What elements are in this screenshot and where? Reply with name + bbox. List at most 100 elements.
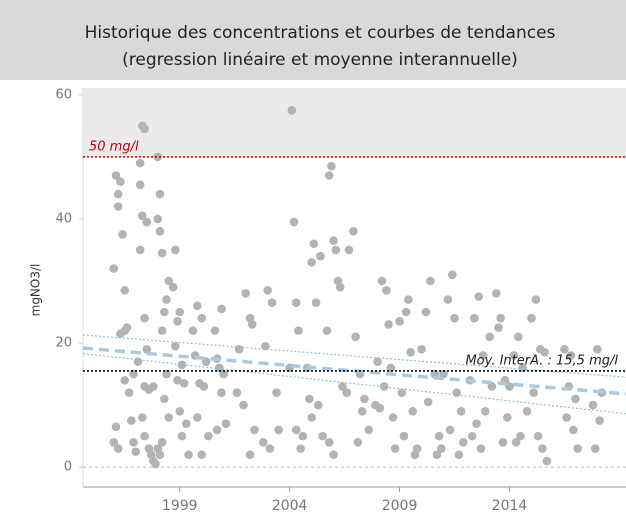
data-point: [566, 351, 576, 360]
data-point: [263, 285, 272, 295]
data-point: [291, 298, 301, 308]
data-point: [459, 438, 468, 447]
data-point: [135, 158, 145, 168]
data-point: [267, 298, 277, 308]
data-point: [140, 124, 149, 134]
data-point: [513, 332, 523, 342]
data-point: [111, 422, 121, 432]
data-point: [593, 344, 602, 354]
data-point: [595, 416, 604, 425]
data-point: [485, 332, 495, 342]
data-point: [131, 447, 141, 456]
data-point: [232, 388, 242, 397]
data-point: [437, 444, 446, 453]
data-point: [120, 285, 130, 295]
data-point: [432, 450, 442, 460]
data-point: [197, 313, 207, 323]
data-point: [375, 403, 385, 413]
data-point: [491, 289, 501, 298]
data-point: [217, 304, 226, 314]
data-point: [157, 326, 167, 335]
chart-subtitle: (regression linéaire et moyenne interann…: [122, 50, 518, 70]
data-point: [357, 406, 367, 416]
y-axis-label: mgNO3/l: [29, 264, 43, 317]
data-point: [173, 375, 182, 385]
data-point: [353, 438, 363, 447]
data-point: [184, 450, 193, 460]
data-point: [135, 180, 145, 190]
data-point: [149, 382, 158, 391]
data-point: [142, 344, 152, 354]
data-point: [439, 369, 448, 379]
data-point: [265, 444, 275, 453]
data-point: [364, 425, 374, 435]
data-point: [522, 406, 532, 416]
data-point: [129, 369, 138, 379]
data-point: [171, 245, 180, 255]
data-point: [388, 413, 398, 422]
data-point: [316, 251, 325, 261]
data-point: [335, 282, 345, 292]
data-point: [153, 214, 163, 224]
data-point: [448, 270, 457, 280]
data-point: [234, 344, 244, 354]
data-point: [318, 431, 327, 441]
data-point: [452, 388, 462, 397]
data-point: [155, 227, 165, 236]
trend-line: [82, 352, 626, 415]
data-point: [217, 388, 226, 397]
trend-line: [82, 334, 626, 378]
data-point: [113, 189, 123, 199]
data-point: [111, 171, 121, 180]
data-point: [531, 295, 541, 304]
data-point: [349, 227, 358, 236]
data-point: [204, 431, 213, 441]
data-point: [274, 425, 283, 435]
data-point: [309, 239, 319, 249]
data-point: [241, 289, 250, 298]
data-point: [417, 344, 426, 354]
data-point: [529, 388, 538, 397]
data-point: [498, 438, 508, 447]
data-point: [151, 459, 160, 469]
reference-label: Moy. InterA. : 15,5 mg/l: [465, 353, 618, 368]
data-point: [197, 450, 207, 460]
x-tick-label: 2014: [492, 498, 528, 514]
data-point: [377, 276, 387, 286]
data-point: [327, 161, 336, 171]
data-point: [160, 307, 169, 317]
data-point: [177, 360, 187, 370]
data-point: [245, 450, 255, 460]
x-tick-label: 2009: [382, 498, 418, 514]
data-point: [351, 332, 360, 342]
data-point: [179, 379, 189, 388]
data-point: [291, 425, 301, 435]
x-tick-label: 2004: [272, 498, 308, 514]
data-point: [331, 245, 341, 255]
data-point: [518, 363, 527, 373]
data-point: [406, 348, 415, 357]
data-point: [344, 245, 354, 255]
data-point: [456, 406, 466, 416]
title-band: [0, 0, 626, 80]
data-point: [182, 419, 191, 429]
data-point: [294, 326, 303, 335]
data-point: [212, 425, 222, 435]
data-point: [142, 217, 152, 227]
data-point: [395, 317, 404, 326]
data-point: [454, 450, 464, 460]
data-point: [138, 413, 147, 422]
data-point: [467, 431, 477, 441]
data-point: [496, 313, 505, 323]
data-point: [399, 431, 409, 441]
data-point: [289, 217, 299, 227]
data-point: [421, 307, 431, 317]
data-point: [177, 431, 187, 441]
data-point: [562, 413, 571, 422]
data-point: [155, 450, 165, 460]
data-point: [116, 329, 125, 339]
y-tick-label: 60: [55, 87, 72, 102]
data-point: [445, 425, 455, 435]
data-point: [109, 264, 119, 273]
data-point: [329, 450, 338, 460]
